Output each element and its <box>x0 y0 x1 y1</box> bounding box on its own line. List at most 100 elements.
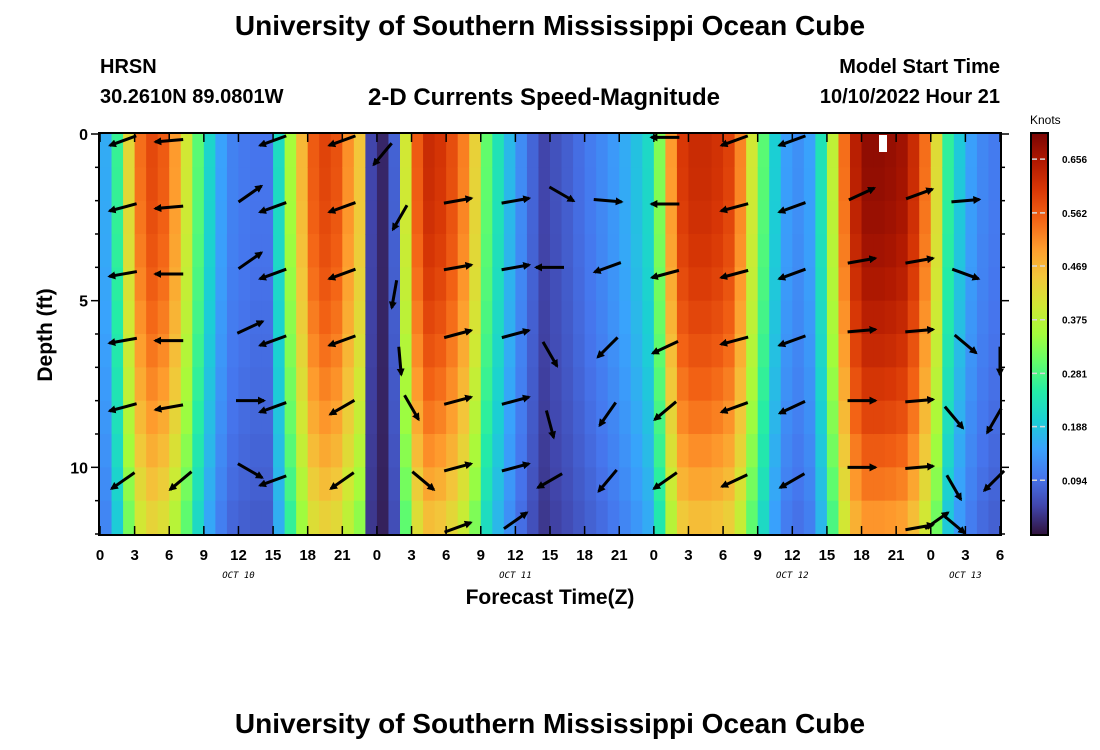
heatmap-cell <box>988 234 1001 268</box>
heatmap-cell <box>284 367 297 402</box>
heatmap-cell <box>100 300 113 335</box>
current-vector <box>905 325 936 334</box>
heatmap-cell <box>942 234 955 268</box>
heatmap-cell <box>330 334 343 368</box>
heatmap-cell <box>111 400 124 435</box>
heatmap-cell <box>480 234 493 268</box>
heatmap-cell <box>723 167 736 202</box>
heatmap-cell <box>192 400 205 435</box>
heatmap-cell <box>203 500 216 535</box>
heatmap-cell <box>423 300 436 335</box>
x-tick-label: 15 <box>542 547 559 564</box>
heatmap-cell <box>653 167 666 202</box>
heatmap-cell <box>157 267 170 302</box>
heatmap-cell <box>180 434 193 468</box>
colorbar-tick-label: 0.188 <box>1062 423 1087 434</box>
heatmap-cell <box>319 300 332 335</box>
heatmap-cell <box>492 500 505 535</box>
heatmap-cell <box>296 367 309 402</box>
heatmap-cell <box>376 300 390 335</box>
heatmap-cell <box>123 500 136 535</box>
heatmap-cell <box>769 134 782 168</box>
heatmap-cell <box>284 300 297 335</box>
heatmap-cell <box>665 434 678 468</box>
heatmap-cell <box>238 134 251 168</box>
heatmap-cell <box>123 434 136 468</box>
x-tick-label: 0 <box>927 547 935 564</box>
heatmap-cell <box>607 500 620 535</box>
heatmap-cell <box>307 300 320 335</box>
heatmap-cell <box>134 200 147 235</box>
heatmap-cell <box>284 200 297 235</box>
heatmap-cell <box>215 400 228 435</box>
heatmap-cell <box>284 234 297 268</box>
colorbar-tick-label: 0.656 <box>1062 155 1087 166</box>
heatmap-cell <box>515 200 528 235</box>
heatmap-cell <box>307 367 320 402</box>
heatmap-cell <box>942 367 955 402</box>
heatmap-cell <box>226 200 240 235</box>
current-vector <box>327 267 356 281</box>
heatmap-cell <box>342 200 355 235</box>
heatmap-cell <box>365 334 378 368</box>
heatmap-cell <box>665 500 678 535</box>
heatmap-cell <box>134 300 147 335</box>
current-vector <box>951 195 982 204</box>
heatmap-cell <box>123 134 136 168</box>
current-vector <box>847 255 878 265</box>
heatmap-cell <box>400 500 413 535</box>
current-vector <box>652 471 678 490</box>
heatmap-cell <box>550 367 563 402</box>
heatmap-cell <box>907 267 920 302</box>
heatmap-cell <box>780 500 793 535</box>
heatmap-cell <box>480 200 493 235</box>
heatmap-cell <box>884 367 897 402</box>
page-title: University of Southern Mississippi Ocean… <box>234 10 866 41</box>
heatmap-cell <box>365 400 378 435</box>
heatmap-cell <box>157 334 170 368</box>
heatmap-cell <box>873 200 886 235</box>
x-tick-label: 9 <box>754 547 762 564</box>
heatmap-cell <box>250 334 263 368</box>
heatmap-cell <box>561 234 574 268</box>
heatmap-cell <box>388 300 401 335</box>
heatmap-cell <box>111 334 124 368</box>
heatmap-cell <box>746 400 759 435</box>
current-vector <box>905 255 935 265</box>
heatmap-cell <box>780 300 793 335</box>
heatmap-cell <box>803 134 816 168</box>
heatmap-cell <box>688 167 701 202</box>
heatmap-cell <box>146 234 159 268</box>
heatmap-cell <box>192 234 205 268</box>
heatmap-cell <box>480 467 493 502</box>
current-vector <box>396 346 405 377</box>
heatmap-cell <box>550 134 563 168</box>
heatmap-cell <box>284 467 297 502</box>
heatmap-cell <box>457 234 470 268</box>
current-vector <box>905 395 936 404</box>
x-tick-label: 0 <box>96 547 104 564</box>
heatmap-cell <box>400 167 413 202</box>
heatmap-cell <box>215 267 228 302</box>
heatmap-cell <box>838 200 851 235</box>
heatmap-cell <box>157 467 170 502</box>
heatmap-cell <box>296 167 309 202</box>
heatmap-cell <box>919 500 932 535</box>
heatmap-cell <box>769 467 782 502</box>
heatmap-cell <box>930 167 943 202</box>
heatmap-cell <box>815 367 828 402</box>
heatmap-cell <box>734 300 747 335</box>
heatmap-cell <box>342 267 355 302</box>
heatmap-cell <box>434 500 447 535</box>
heatmap-cell <box>400 134 413 168</box>
heatmap-cell <box>988 200 1001 235</box>
heatmap-cell <box>861 434 874 468</box>
heatmap-cell <box>123 167 136 202</box>
heatmap-cell <box>284 500 297 535</box>
colorbar-tick-label: 0.094 <box>1062 476 1087 487</box>
heatmap-cell <box>526 434 540 468</box>
heatmap-cell <box>250 200 263 235</box>
heatmap-cell <box>792 467 805 502</box>
heatmap-cell <box>526 467 540 502</box>
heatmap-cell <box>261 500 274 535</box>
